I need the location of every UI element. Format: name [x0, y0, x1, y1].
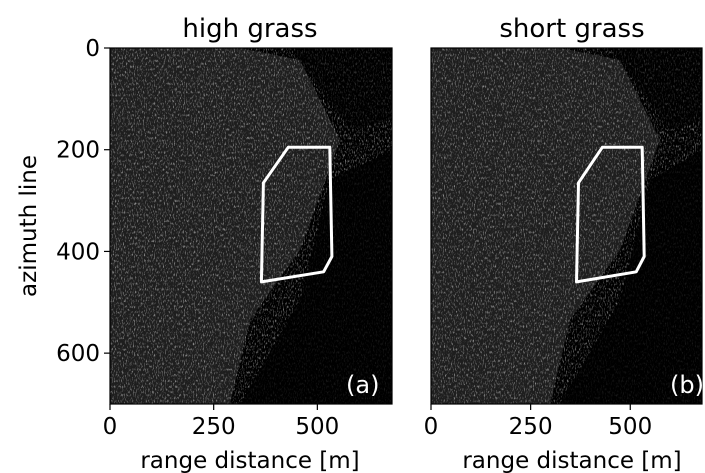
y-tick-label: 0	[85, 36, 100, 62]
roi-outline-b	[575, 145, 646, 284]
x-axis-label-b: range distance [m]	[462, 448, 681, 473]
axes-frame-a	[109, 47, 393, 405]
x-tick-label: 500	[295, 414, 339, 440]
panel-a: high grass (a) 0 200 400 600 0 250 500 range …	[16, 14, 393, 473]
panel-b: short grass (b) 0 250 500 range distance […	[424, 14, 704, 473]
x-tick-label: 0	[103, 414, 118, 440]
y-tick-label: 200	[56, 138, 100, 164]
sar-image-b	[431, 48, 702, 404]
y-tick-label: 600	[56, 341, 100, 367]
x-axis-label-a: range distance [m]	[140, 448, 359, 473]
panel-b-tag: (b)	[670, 371, 704, 399]
y-tick-label: 400	[56, 239, 100, 265]
x-tick-label: 250	[192, 414, 236, 440]
panel-b-title: short grass	[499, 14, 644, 44]
x-tick-label: 500	[608, 414, 652, 440]
axes-frame-b	[430, 47, 703, 405]
y-ticks-a: 0 200 400 600	[56, 36, 110, 367]
x-tick-label: 250	[509, 414, 553, 440]
x-ticks-a: 0 250 500	[103, 404, 339, 440]
sar-image-a	[110, 48, 392, 404]
panel-a-tag: (a)	[346, 371, 379, 399]
panel-a-title: high grass	[182, 14, 317, 44]
x-tick-label: 0	[424, 414, 439, 440]
x-ticks-b: 0 250 500	[424, 404, 652, 440]
roi-outline-a	[259, 145, 334, 284]
y-axis-label: azimuth line	[16, 155, 42, 297]
